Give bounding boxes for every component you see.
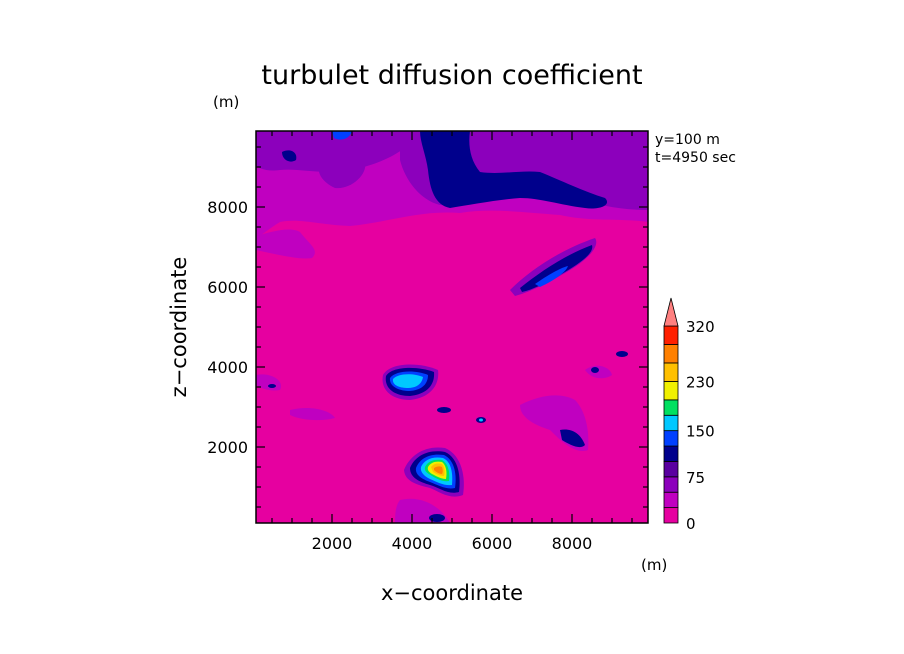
y-tick-label: 6000: [207, 278, 248, 297]
colorbar-segment: [663, 325, 679, 345]
contour-blob-4000-core: [392, 374, 423, 388]
x-tick-label: 2000: [312, 534, 353, 553]
colorbar-label: 0: [686, 515, 696, 533]
colorbar-segment: [663, 430, 679, 447]
colorbar-label: 150: [686, 423, 715, 441]
contour-band-upper-left: [256, 229, 315, 259]
y-tick-label: 2000: [207, 438, 248, 457]
colorbar-label: 230: [686, 373, 715, 391]
colorbar-segment: [663, 399, 679, 416]
colorbar-segment: [663, 445, 679, 462]
colorbar-label: 75: [686, 469, 705, 487]
contour-speck-6: [591, 367, 599, 373]
y-tick-label: 4000: [207, 358, 248, 377]
contour-streak-blue: [520, 245, 593, 292]
contour-speck-4: [268, 384, 276, 388]
contour-speck-2-core: [479, 418, 483, 422]
contour-dark-purple-left: [256, 131, 420, 172]
info-time: t=4950 sec: [655, 150, 736, 166]
colorbar-segment: [663, 381, 679, 401]
contour-deep-blue-top: [420, 131, 608, 209]
contour-streak-core: [535, 266, 568, 287]
x-tick-label: 8000: [552, 534, 593, 553]
y-tick-label: 8000: [207, 198, 248, 217]
colorbar-segment: [663, 507, 679, 524]
x-axis-label: x−coordinate: [381, 581, 523, 605]
colorbar: 0 75 150 230 320: [663, 297, 715, 533]
colorbar-extend-arrow: [663, 297, 679, 327]
colorbar-label: 320: [686, 318, 715, 336]
contour-field: [256, 131, 648, 523]
contour-purple-mid: [318, 152, 366, 189]
contour-blue-top-patch: [332, 131, 352, 140]
contour-blob-2000-core: [434, 466, 443, 474]
contour-speck-3: [616, 351, 628, 357]
x-tick-label: 6000: [472, 534, 513, 553]
y-unit-label: (m): [213, 93, 239, 111]
contour-low-left-patch: [290, 407, 335, 421]
axes: 2000 4000 6000 8000 2000 4000 6000 8000: [207, 131, 648, 553]
colorbar-segment: [663, 476, 679, 493]
contour-deep-blue-small: [282, 150, 297, 162]
colorbar-segment: [663, 491, 679, 509]
x-unit-label: (m): [641, 556, 667, 574]
x-tick-label: 4000: [392, 534, 433, 553]
colorbar-segment: [663, 362, 679, 382]
info-y-position: y=100 m: [655, 132, 720, 148]
y-axis-label: z−coordinate: [167, 257, 191, 398]
colorbar-segment: [663, 344, 679, 364]
contour-lower-right-blue: [560, 429, 585, 448]
contour-speck-5: [429, 514, 445, 522]
colorbar-segment: [663, 461, 679, 478]
contour-speck-1: [437, 407, 451, 413]
chart-title: turbulet diffusion coefficient: [261, 60, 642, 91]
colorbar-segment: [663, 414, 679, 432]
